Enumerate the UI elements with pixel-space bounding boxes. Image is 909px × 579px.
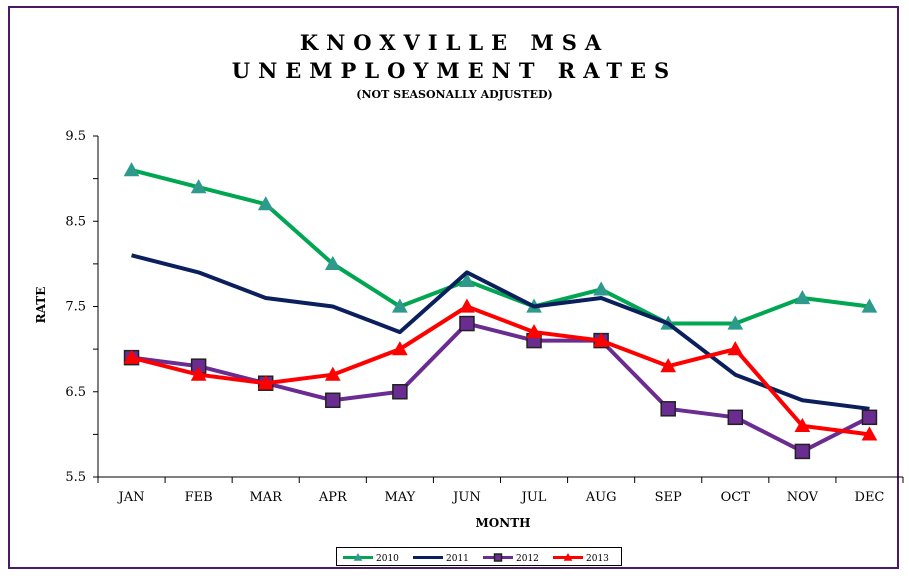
x-tick-label: MAR	[249, 490, 283, 505]
series-2013	[123, 298, 878, 441]
y-axis-title: RATE	[34, 287, 48, 324]
series-2011	[131, 253, 870, 411]
x-tick-label: MAY	[384, 490, 415, 505]
data-point-2013	[257, 375, 274, 390]
axes: 9.5 8.5 7.5 6.5 5.5 JAN FEB MAR APR MAY JUN JUL AUG S…	[65, 129, 904, 505]
legend-label: 2011	[446, 554, 469, 564]
y-tick-label: 8.5	[65, 214, 86, 229]
data-point-2012	[861, 409, 878, 426]
series-line-2010	[131, 168, 870, 326]
series-line-2013	[131, 304, 870, 437]
chart-title: KNOXVILLE MSA	[299, 30, 610, 55]
legend-item-2012: 2012	[483, 553, 539, 564]
data-point-2013	[392, 341, 408, 356]
data-point-2013	[526, 324, 542, 339]
data-point-2013	[727, 341, 744, 356]
legend-label: 2012	[516, 554, 539, 564]
data-point-2013	[459, 298, 475, 313]
data-point-2013	[123, 349, 140, 364]
data-point-2010	[794, 289, 811, 305]
data-point-2012	[794, 443, 811, 460]
data-point-2013	[660, 358, 677, 373]
data-point-2010	[257, 196, 274, 211]
legend-label: 2010	[376, 554, 399, 564]
x-tick-label: FEB	[185, 490, 213, 505]
x-tick-label: OCT	[721, 490, 751, 505]
data-point-2010	[190, 179, 207, 194]
data-point-2010	[861, 298, 878, 313]
data-point-2012	[392, 384, 408, 400]
y-tick-label: 7.5	[65, 300, 86, 315]
x-tick-label: SEP	[655, 490, 682, 505]
data-point-2013	[794, 417, 811, 432]
data-point-2013	[593, 332, 609, 347]
data-point-2013	[861, 426, 878, 441]
legend-item-2013: 2013	[553, 552, 609, 564]
data-point-2012	[727, 409, 744, 426]
x-tick-label: DEC	[855, 490, 885, 505]
x-tick-label: APR	[318, 490, 348, 505]
y-tick-label: 6.5	[65, 385, 86, 400]
data-point-2012	[660, 401, 676, 417]
data-point-2010	[727, 315, 744, 330]
x-tick-label: JUL	[520, 490, 547, 505]
data-point-2010	[459, 272, 475, 288]
series-line-2012	[131, 321, 871, 454]
legend-marker	[493, 553, 503, 562]
legend-label: 2013	[586, 554, 609, 564]
series-group	[123, 162, 878, 460]
data-point-2013	[324, 366, 341, 381]
chart-subtitle: (NOT SEASONALLY ADJUSTED)	[356, 88, 553, 101]
y-tick-label: 5.5	[65, 470, 86, 485]
series-line-2011	[131, 253, 870, 411]
legend-item-2010: 2010	[343, 552, 399, 564]
data-point-2013	[190, 366, 207, 381]
data-point-2010	[324, 255, 341, 270]
data-point-2012	[459, 315, 475, 332]
y-tick-label: 9.5	[65, 129, 86, 144]
legend: 2010 2011 2012 2013	[336, 547, 622, 566]
x-tick-label: NOV	[787, 490, 819, 505]
x-axis-title: MONTH	[476, 516, 531, 530]
x-tick-label: JAN	[117, 490, 145, 505]
legend-marker	[353, 552, 363, 561]
series-2010	[123, 162, 878, 330]
data-point-2010	[392, 298, 408, 313]
chart-title-line2: UNEMPLOYMENT RATES	[231, 58, 678, 83]
x-tick-label: JUN	[451, 490, 481, 505]
legend-item-2011: 2011	[413, 554, 469, 564]
x-tick-label: AUG	[585, 490, 617, 505]
data-point-2010	[123, 162, 140, 177]
legend-marker	[563, 552, 573, 561]
data-point-2010	[593, 281, 609, 296]
legend-items: 2010 2011 2012 2013	[343, 552, 609, 564]
data-point-2012	[325, 392, 341, 409]
